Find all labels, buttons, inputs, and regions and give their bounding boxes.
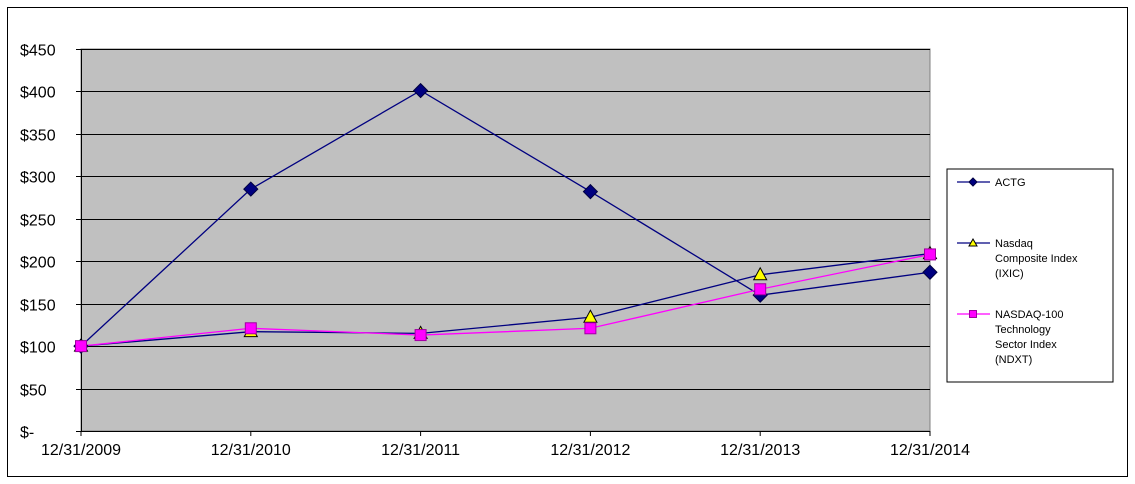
data-point-triangle: [752, 266, 768, 281]
x-tick-label: 12/31/2009: [41, 442, 121, 459]
legend-label: (IXIC): [995, 268, 1024, 280]
y-tick-label: $150: [20, 298, 56, 315]
series-line-diamond: [80, 89, 931, 347]
x-tick-label: 12/31/2013: [720, 442, 800, 459]
y-tick-label: $100: [20, 340, 56, 357]
legend-marker: [968, 237, 978, 247]
plot-area: [80, 48, 931, 432]
legend-label: Sector Index: [995, 339, 1057, 351]
data-point-square: [75, 340, 87, 353]
y-tick-label: $250: [20, 213, 56, 230]
data-point-square: [754, 283, 767, 296]
legend-label: Nasdaq: [995, 238, 1033, 250]
legend-label: (NDXT): [995, 354, 1032, 366]
data-point-diamond: [922, 264, 938, 280]
x-tick-label: 12/31/2012: [550, 442, 630, 459]
y-tick-label: $400: [20, 85, 56, 102]
y-tick-label: $300: [20, 170, 56, 187]
data-point-square: [244, 322, 257, 335]
legend-marker: [968, 177, 978, 187]
series-line-triangle: [80, 252, 931, 347]
legend-label: NASDAQ-100: [995, 309, 1063, 321]
legend-marker: [969, 310, 977, 318]
data-point-square: [414, 329, 427, 342]
series-line-square: [80, 253, 931, 347]
data-point-square: [584, 322, 597, 335]
data-point-diamond: [582, 183, 599, 200]
y-tick-label: $-: [20, 425, 34, 442]
y-tick-label: $350: [20, 128, 56, 145]
data-point-diamond: [243, 181, 259, 197]
legend-label: Composite Index: [995, 253, 1078, 265]
data-point-square: [924, 248, 936, 261]
y-tick-label: $450: [20, 43, 56, 60]
y-tick-label: $50: [20, 383, 47, 400]
legend-label: Technology: [995, 324, 1051, 336]
y-tick-label: $200: [20, 255, 56, 272]
x-tick-label: 12/31/2011: [381, 442, 460, 459]
legend: [946, 168, 1114, 383]
x-tick-label: 12/31/2014: [890, 442, 970, 459]
x-tick-label: 12/31/2010: [211, 442, 291, 459]
legend-label: ACTG: [995, 177, 1026, 189]
data-point-diamond: [412, 82, 429, 99]
data-point-triangle: [583, 309, 598, 323]
